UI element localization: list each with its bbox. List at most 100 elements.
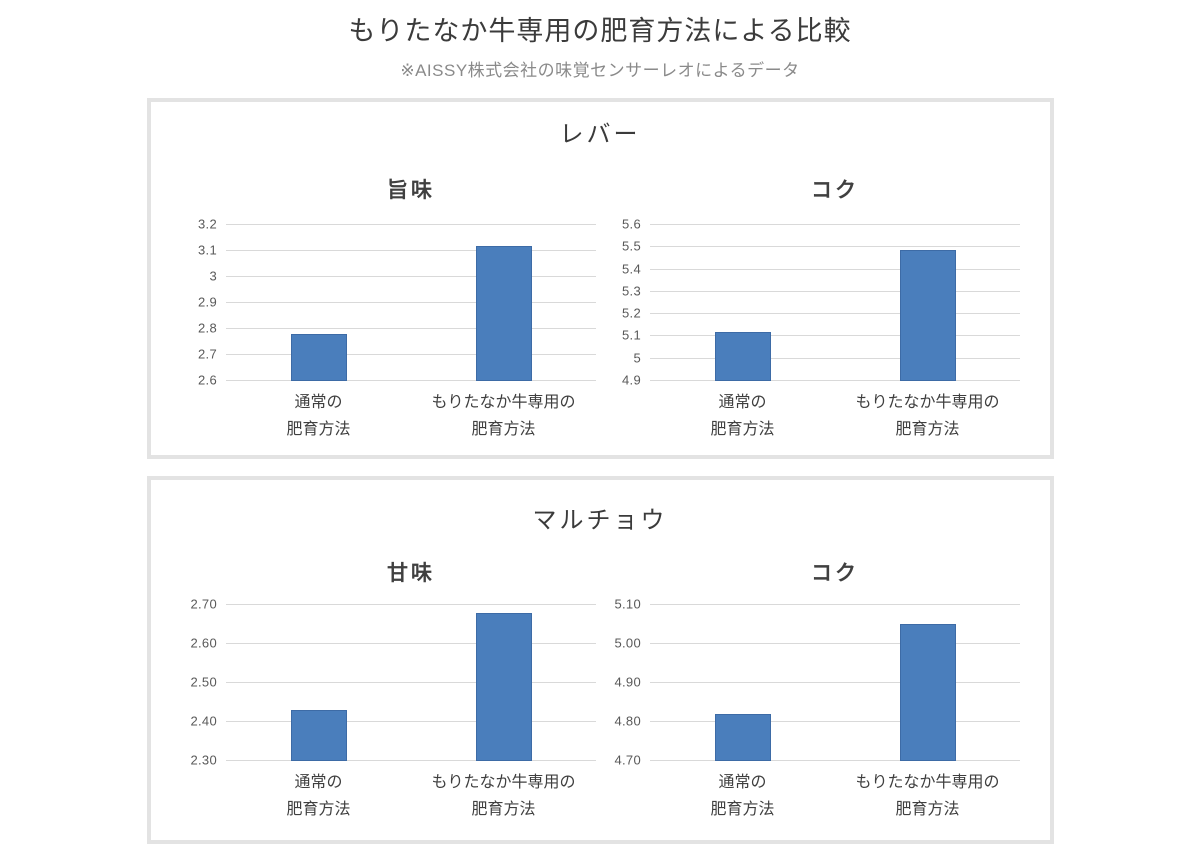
x-axis-labels: 通常の 肥育方法 もりたなか牛専用の 肥育方法: [650, 769, 1020, 823]
gridline: [226, 224, 596, 225]
chart-marucho-koku: コク 5.10 5.00 4.90 4.80 4.70 通常の 肥育方法 もりたなか牛専用の…: [600, 538, 1024, 823]
y-axis-tick-label: 3.2: [198, 216, 217, 232]
category-label-line: 通常の: [294, 394, 343, 411]
y-axis-tick-label: 4.80: [614, 713, 641, 729]
category-label-line: 肥育方法: [895, 801, 960, 818]
category-label-line: 肥育方法: [286, 421, 351, 438]
y-axis-tick-label: 5.2: [622, 305, 641, 321]
y-axis-tick-label: 4.90: [614, 674, 641, 690]
panel-title-liver: レバー: [559, 121, 641, 148]
plot-area: 2.70 2.60 2.50 2.40 2.30: [190, 597, 596, 768]
x-axis-labels: 通常の 肥育方法 もりたなか牛専用の 肥育方法: [226, 769, 596, 823]
y-axis-tick-label: 2.7: [198, 346, 217, 362]
y-axis-tick-label: 5.1: [622, 327, 641, 343]
category-label-line: もりたなか牛専用の: [431, 774, 576, 791]
gridline: [650, 335, 1020, 336]
page-title: もりたなか牛専用の肥育方法による比較: [348, 16, 852, 46]
category-label-line: 肥育方法: [710, 801, 775, 818]
category-label: 通常の 肥育方法: [226, 389, 411, 443]
gridline: [650, 721, 1020, 722]
category-label: 通常の 肥育方法: [650, 769, 835, 823]
gridline: [650, 682, 1020, 683]
gridline: [650, 313, 1020, 314]
charts-row-liver: 旨味 3.2 3.1 3 2.9 2.8 2.7 2.6 通常の 肥育方法 もりたなか牛専用の肥…: [151, 152, 1050, 443]
y-axis-tick-label: 5.4: [622, 261, 641, 277]
chart-liver-umami: 旨味 3.2 3.1 3 2.9 2.8 2.7 2.6 通常の 肥育方法 もりたなか牛専用の肥…: [176, 152, 600, 443]
y-axis-tick-label: 5: [633, 350, 641, 366]
category-label-line: もりたなか牛専用の: [431, 394, 576, 411]
category-label-line: 肥育方法: [471, 801, 536, 818]
chart-title-umami: 旨味: [387, 179, 435, 202]
bar-moritanaka-method: [899, 624, 956, 761]
bar-normal-method: [714, 332, 771, 381]
gridline: [650, 604, 1020, 605]
gridline: [226, 276, 596, 277]
gridline: [650, 291, 1020, 292]
panel-liver: レバー 旨味 3.2 3.1 3 2.9 2.8 2.7 2.6 通常の肥育方法 もりたなか牛…: [146, 98, 1054, 459]
y-axis-tick-label: 5.00: [614, 635, 641, 651]
plot-area: 5.6 5.5 5.4 5.3 5.2 5.1 5 4.9: [622, 217, 1020, 388]
category-label: もりたなか牛専用の 肥育方法: [835, 769, 1020, 823]
y-axis-tick-label: 2.70: [190, 596, 217, 612]
category-label-line: もりたなか牛専用の: [855, 394, 1000, 411]
y-axis-tick-label: 2.60: [190, 635, 217, 651]
plot-area: 5.10 5.00 4.90 4.80 4.70: [614, 597, 1020, 768]
chart-title-koku: コク: [811, 179, 859, 202]
category-label-line: 肥育方法: [710, 421, 775, 438]
gridline: [226, 760, 596, 761]
category-label-line: 肥育方法: [286, 801, 351, 818]
gridline: [650, 224, 1020, 225]
y-axis-tick-label: 4.9: [622, 372, 641, 388]
page-header: もりたなか牛専用の肥育方法による比較 ※AISSY株式会社の味覚センサーレオによ…: [0, 0, 1200, 81]
gridline: [226, 604, 596, 605]
bar-normal-method: [290, 710, 347, 761]
chart-title-koku: コク: [811, 562, 859, 585]
gridline: [650, 380, 1020, 381]
category-label-line: 肥育方法: [471, 421, 536, 438]
gridline: [650, 246, 1020, 247]
y-axis-tick-label: 2.40: [190, 713, 217, 729]
gridline: [650, 760, 1020, 761]
y-axis-tick-label: 2.50: [190, 674, 217, 690]
bar-normal-method: [290, 334, 347, 381]
charts-row-marucho: 甘味 2.70 2.60 2.50 2.40 2.30 通常の 肥育方法 もりたなか牛専用の…: [151, 538, 1050, 823]
category-label-line: 通常の: [718, 774, 767, 791]
gridline: [650, 358, 1020, 359]
y-axis-tick-label: 5.5: [622, 238, 641, 254]
gridline: [226, 643, 596, 644]
bar-moritanaka-method: [475, 246, 532, 381]
gridline: [226, 302, 596, 303]
chart-liver-koku: コク 5.6 5.5 5.4 5.3 5.2 5.1 5 4.9 通常の肥育方法 もりたなか牛専…: [600, 152, 1024, 443]
y-axis-tick-label: 2.9: [198, 294, 217, 310]
y-axis-tick-label: 5.3: [622, 283, 641, 299]
category-label: 通常の 肥育方法: [226, 769, 411, 823]
gridline: [650, 643, 1020, 644]
plot-area: 3.2 3.1 3 2.9 2.8 2.7 2.6: [198, 217, 596, 388]
gridline: [650, 269, 1020, 270]
y-axis-tick-label: 3.1: [198, 242, 217, 258]
gridline: [226, 682, 596, 683]
category-label-line: 通常の: [294, 774, 343, 791]
panel-marucho: マルチョウ 甘味 2.70 2.60 2.50 2.40 2.30 通常の 肥育方法 もりた…: [146, 476, 1054, 844]
y-axis-tick-label: 4.70: [614, 752, 641, 768]
category-label: もりたなか牛専用の 肥育方法: [411, 769, 596, 823]
y-axis-tick-label: 5.6: [622, 216, 641, 232]
gridline: [226, 328, 596, 329]
gridline: [226, 721, 596, 722]
chart-title-amami: 甘味: [387, 562, 435, 585]
bar-moritanaka-method: [475, 613, 532, 761]
bar-moritanaka-method: [899, 250, 956, 381]
category-label-line: 通常の: [718, 394, 767, 411]
page-subtitle: ※AISSY株式会社の味覚センサーレオによるデータ: [400, 61, 800, 80]
x-axis-labels: 通常の 肥育方法 もりたなか牛専用の 肥育方法: [650, 389, 1020, 443]
x-axis-labels: 通常の 肥育方法 もりたなか牛専用の 肥育方法: [226, 389, 596, 443]
panel-title-marucho: マルチョウ: [532, 507, 668, 534]
gridline: [226, 380, 596, 381]
y-axis-tick-label: 2.8: [198, 320, 217, 336]
y-axis-tick-label: 3: [209, 268, 217, 284]
category-label-line: 肥育方法: [895, 421, 960, 438]
category-label-line: もりたなか牛専用の: [855, 774, 1000, 791]
bar-normal-method: [714, 714, 771, 761]
y-axis-tick-label: 2.6: [198, 372, 217, 388]
y-axis-tick-label: 2.30: [190, 752, 217, 768]
